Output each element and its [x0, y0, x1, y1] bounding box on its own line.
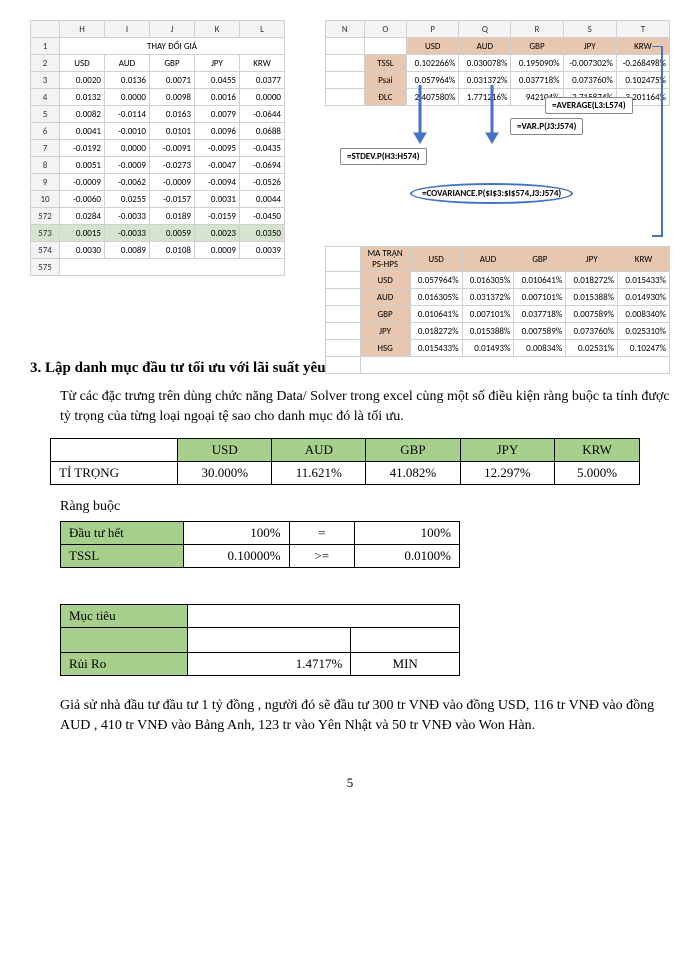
- page-number: 5: [30, 775, 670, 791]
- excel-screenshot: HIJKL1THAY ĐỔI GIÁ2USDAUDGBPJPYKRW30.002…: [30, 20, 670, 310]
- constraint-label: Ràng buộc: [60, 499, 670, 515]
- constraint-table: Đầu tư hết100%=100%TSSL0.10000%>=0.0100%: [60, 521, 460, 568]
- paragraph-2: Giả sử nhà đầu tư đầu tư 1 tỷ đồng , ngư…: [60, 696, 670, 735]
- arrow-down-2: [482, 85, 502, 145]
- weights-table: USDAUDGBPJPYKRW TỈ TRỌNG30.000%11.621%41…: [50, 438, 640, 485]
- formula-avg: =AVERAGE(L3:L574): [545, 97, 633, 114]
- formula-cov: =COVARIANCE.P($I$3:$I$574,J3:J574): [410, 183, 573, 204]
- bracket-right: [650, 46, 670, 246]
- goal-table: Mục tiêu Rủi Ro1.4717%MIN: [60, 604, 460, 676]
- left-data-block: HIJKL1THAY ĐỔI GIÁ2USDAUDGBPJPYKRW30.002…: [30, 20, 285, 276]
- paragraph-1: Từ các đặc trưng trên dùng chức năng Dat…: [60, 387, 670, 426]
- arrow-down-1: [410, 85, 430, 145]
- goal-label: Mục tiêu: [61, 605, 188, 628]
- formula-varp: =VAR.P(J3:J574): [510, 118, 583, 135]
- formula-stdev: =STDEV.P(H3:H574): [340, 148, 427, 165]
